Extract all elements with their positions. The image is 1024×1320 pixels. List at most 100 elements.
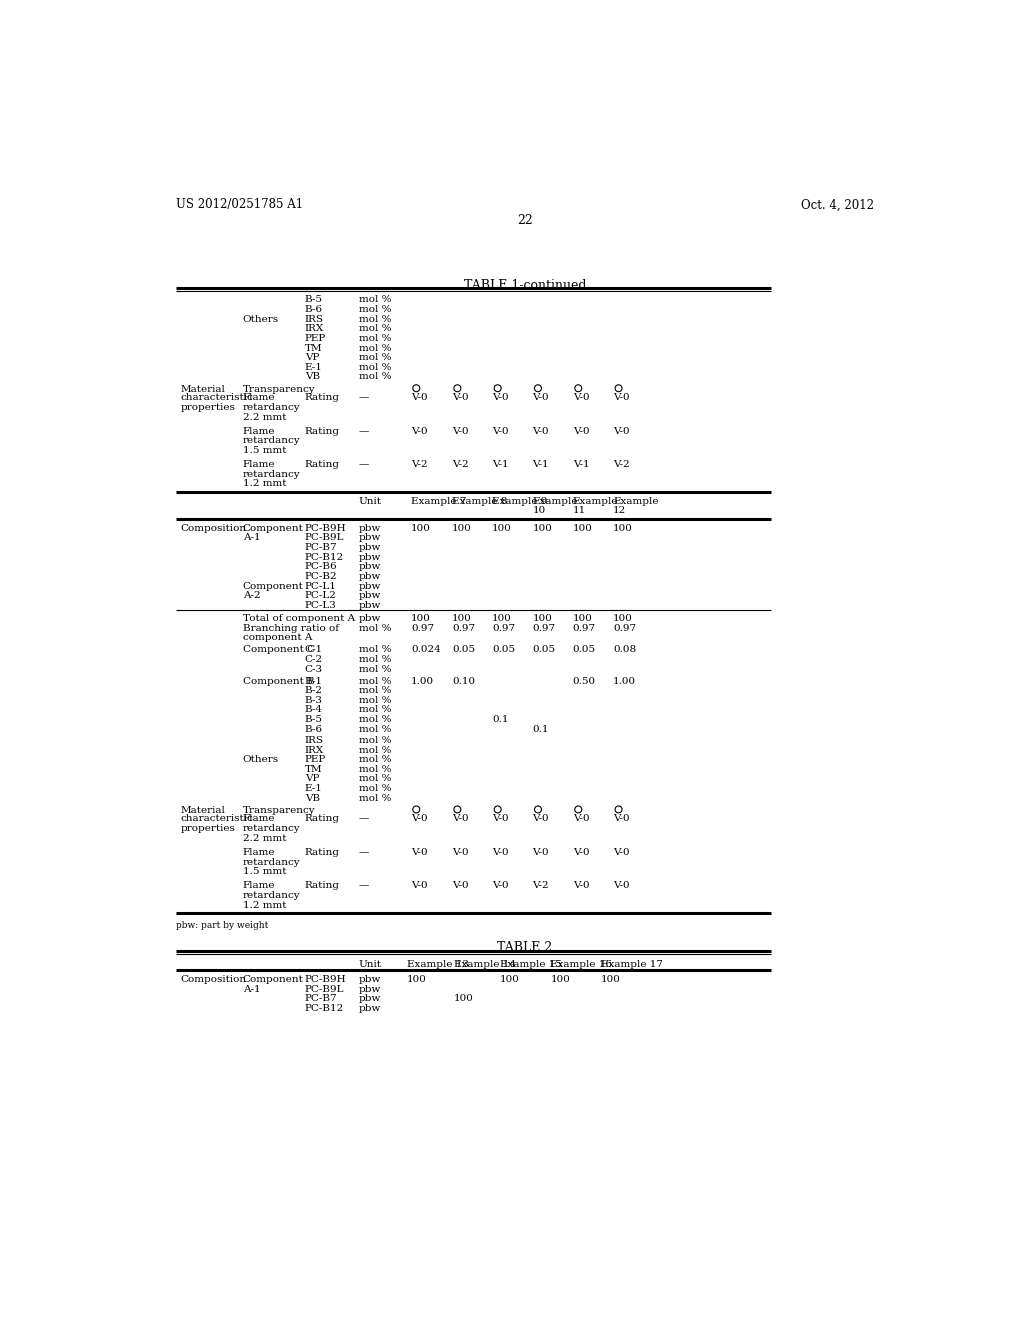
Text: V-0: V-0: [493, 847, 509, 857]
Text: Component C: Component C: [243, 645, 314, 655]
Text: B-2: B-2: [305, 686, 323, 696]
Text: Transparency: Transparency: [243, 807, 315, 816]
Text: 100: 100: [454, 994, 473, 1003]
Text: VP: VP: [305, 354, 319, 362]
Text: 1.5 mmt: 1.5 mmt: [243, 446, 286, 455]
Text: mol %: mol %: [359, 314, 391, 323]
Text: V-0: V-0: [452, 882, 469, 891]
Text: Others: Others: [243, 755, 279, 764]
Text: —: —: [359, 814, 370, 824]
Text: retardancy: retardancy: [243, 403, 300, 412]
Text: mol %: mol %: [359, 696, 391, 705]
Text: 100: 100: [572, 614, 593, 623]
Text: B-1: B-1: [305, 677, 323, 685]
Text: characteristic: characteristic: [180, 814, 254, 824]
Text: mol %: mol %: [359, 665, 391, 673]
Text: TABLE 2: TABLE 2: [498, 941, 552, 954]
Text: V-0: V-0: [572, 393, 590, 403]
Text: PC-B7: PC-B7: [305, 994, 337, 1003]
Text: Flame: Flame: [243, 882, 275, 891]
Text: IRX: IRX: [305, 325, 324, 334]
Text: V-0: V-0: [452, 814, 469, 824]
Text: V-0: V-0: [452, 847, 469, 857]
Text: V-1: V-1: [493, 461, 509, 469]
Text: mol %: mol %: [359, 775, 391, 783]
Text: V-0: V-0: [493, 426, 509, 436]
Text: PC-B9L: PC-B9L: [305, 985, 344, 994]
Text: Rating: Rating: [305, 814, 340, 824]
Text: V-0: V-0: [613, 847, 630, 857]
Text: 0.05: 0.05: [452, 645, 475, 655]
Text: mol %: mol %: [359, 715, 391, 725]
Text: V-0: V-0: [532, 847, 549, 857]
Text: PC-L2: PC-L2: [305, 591, 337, 601]
Text: PC-B12: PC-B12: [305, 553, 344, 561]
Text: E-1: E-1: [305, 784, 323, 793]
Text: retardancy: retardancy: [243, 824, 300, 833]
Text: pbw: pbw: [359, 524, 381, 533]
Text: Composition: Composition: [180, 524, 247, 533]
Text: 1.00: 1.00: [411, 677, 434, 685]
Text: V-0: V-0: [572, 426, 590, 436]
Text: V-1: V-1: [532, 461, 549, 469]
Text: mol %: mol %: [359, 305, 391, 314]
Text: Example 15: Example 15: [500, 960, 562, 969]
Text: V-0: V-0: [493, 814, 509, 824]
Text: 100: 100: [572, 524, 593, 533]
Text: V-0: V-0: [452, 426, 469, 436]
Text: pbw: pbw: [359, 582, 381, 590]
Text: pbw: pbw: [359, 562, 381, 572]
Text: 10: 10: [532, 507, 546, 515]
Text: 0.97: 0.97: [532, 624, 556, 632]
Text: V-0: V-0: [532, 426, 549, 436]
Text: Component: Component: [243, 975, 303, 983]
Text: 0.05: 0.05: [572, 645, 596, 655]
Text: V-0: V-0: [613, 393, 630, 403]
Text: —: —: [359, 393, 370, 403]
Text: IRS: IRS: [305, 314, 324, 323]
Text: pbw: pbw: [359, 553, 381, 561]
Text: B-4: B-4: [305, 705, 323, 714]
Text: 1.5 mmt: 1.5 mmt: [243, 867, 286, 876]
Text: Transparency: Transparency: [243, 385, 315, 395]
Text: PC-B9H: PC-B9H: [305, 975, 346, 983]
Text: B-3: B-3: [305, 696, 323, 705]
Text: mol %: mol %: [359, 645, 391, 655]
Text: V-2: V-2: [613, 461, 630, 469]
Text: mol %: mol %: [359, 746, 391, 755]
Text: V-0: V-0: [613, 882, 630, 891]
Text: 100: 100: [532, 614, 552, 623]
Text: 0.97: 0.97: [572, 624, 596, 632]
Text: 100: 100: [493, 524, 512, 533]
Text: PC-B9H: PC-B9H: [305, 524, 346, 533]
Text: TABLE 1-continued: TABLE 1-continued: [464, 279, 586, 292]
Text: —: —: [359, 426, 370, 436]
Text: retardancy: retardancy: [243, 891, 300, 900]
Text: Rating: Rating: [305, 393, 340, 403]
Text: VP: VP: [305, 775, 319, 783]
Text: mol %: mol %: [359, 325, 391, 334]
Text: PC-B2: PC-B2: [305, 572, 337, 581]
Text: 100: 100: [407, 975, 427, 983]
Text: 11: 11: [572, 507, 586, 515]
Text: retardancy: retardancy: [243, 470, 300, 479]
Text: 0.97: 0.97: [411, 624, 434, 632]
Text: mol %: mol %: [359, 686, 391, 696]
Text: 0.97: 0.97: [493, 624, 515, 632]
Text: B-6: B-6: [305, 725, 323, 734]
Text: Example 17: Example 17: [601, 960, 663, 969]
Text: B-5: B-5: [305, 296, 323, 305]
Text: E-1: E-1: [305, 363, 323, 372]
Text: pbw: pbw: [359, 572, 381, 581]
Text: mol %: mol %: [359, 334, 391, 343]
Text: Flame: Flame: [243, 814, 275, 824]
Text: Total of component A: Total of component A: [243, 614, 355, 623]
Text: 0.08: 0.08: [613, 645, 636, 655]
Text: 1.2 mmt: 1.2 mmt: [243, 479, 286, 488]
Text: 2.2 mmt: 2.2 mmt: [243, 834, 286, 842]
Text: pbw: pbw: [359, 601, 381, 610]
Text: Unit: Unit: [359, 960, 382, 969]
Text: properties: properties: [180, 403, 236, 412]
Text: pbw: pbw: [359, 591, 381, 601]
Text: 0.024: 0.024: [411, 645, 440, 655]
